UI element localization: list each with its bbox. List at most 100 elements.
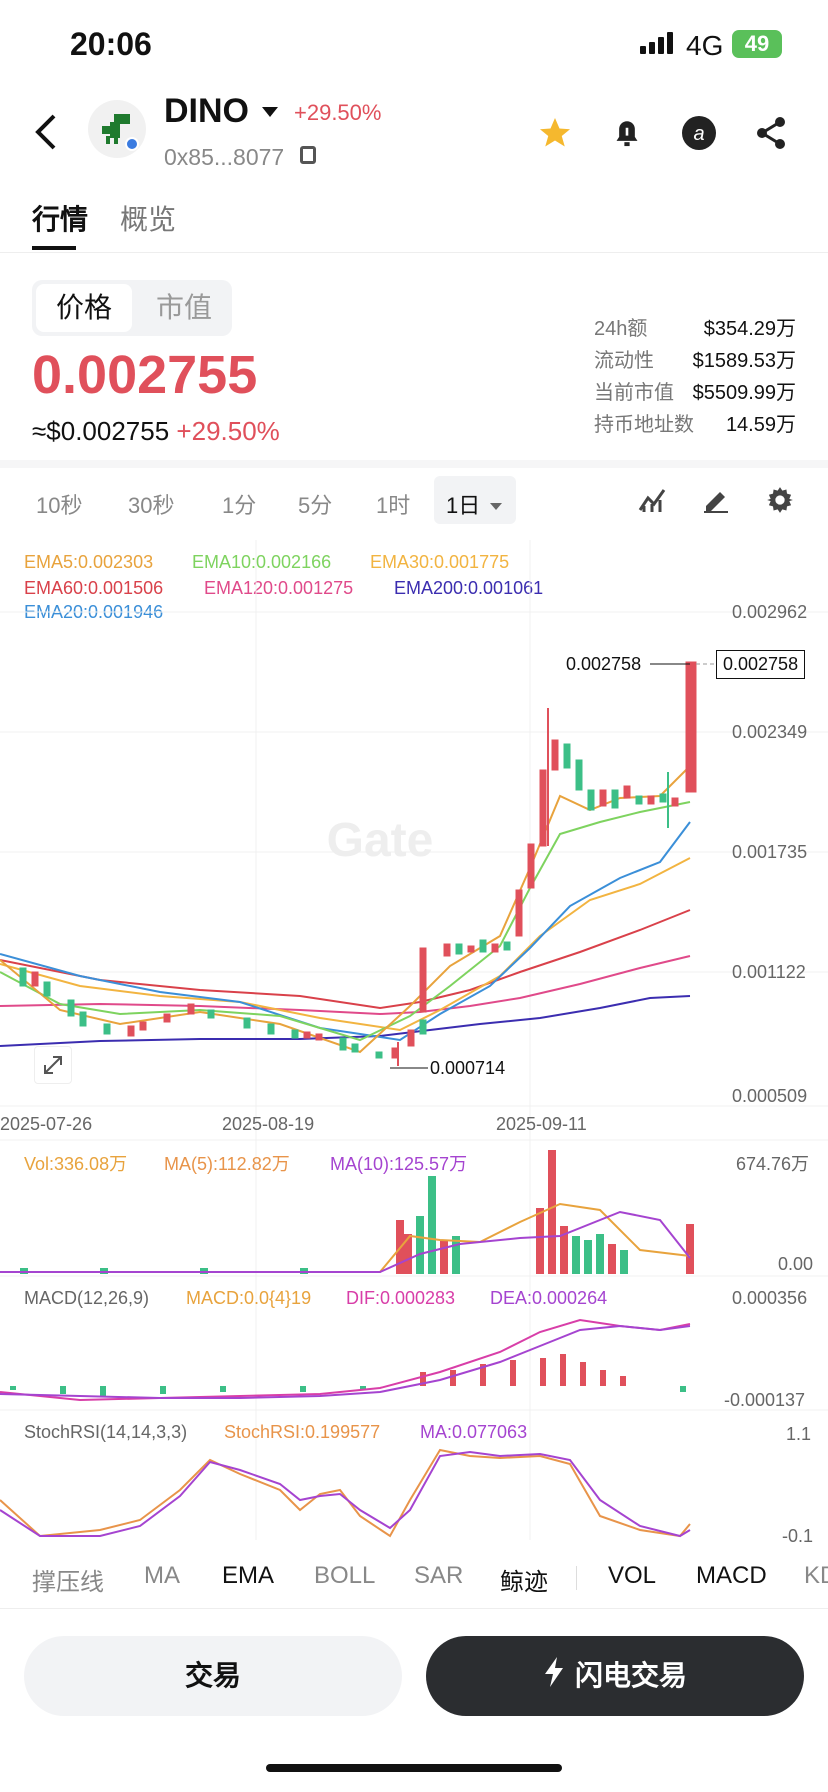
candles — [19, 661, 697, 1066]
share-icon[interactable] — [748, 110, 794, 156]
timeframe-30s[interactable]: 30秒 — [128, 493, 175, 518]
indicator-tab-whale[interactable]: 鲸迹 — [500, 1569, 548, 1596]
token-avatar — [88, 100, 146, 158]
indicator-tab-ma[interactable]: MA — [144, 1562, 180, 1589]
date-label: 2025-08-19 — [222, 1114, 315, 1134]
usd-change: +29.50% — [176, 416, 280, 446]
timeframe-1m[interactable]: 1分 — [222, 493, 257, 518]
macd-dif: DIF:0.000283 — [346, 1288, 456, 1308]
ema60-line — [0, 909, 691, 1010]
timeframe-1h[interactable]: 1时 — [376, 493, 411, 518]
divider — [0, 1608, 828, 1609]
indicator-tab-ema[interactable]: EMA — [222, 1562, 275, 1589]
gear-icon[interactable] — [766, 486, 794, 519]
stat-value-volume: $354.29万 — [703, 318, 796, 340]
stat-label-holders: 持币地址数 — [594, 414, 694, 436]
macd-histogram — [10, 1354, 686, 1396]
segment-mcap[interactable]: 市值 — [155, 292, 212, 323]
usd-value: ≈$0.002755 — [32, 416, 170, 446]
bell-icon[interactable] — [604, 110, 650, 156]
ema10-line — [0, 801, 691, 1042]
stochrsi-label: StochRSI(14,14,3,3) — [24, 1422, 188, 1442]
trade-button[interactable]: 交易 — [24, 1636, 402, 1716]
low-price-label: 0.000714 — [430, 1058, 506, 1078]
stochrsi-axis-bottom: -0.1 — [782, 1526, 814, 1546]
price-mcap-toggle[interactable]: 价格 市值 — [32, 280, 232, 336]
stat-value-liquidity: $1589.53万 — [692, 350, 796, 372]
battery-icon: 49 — [732, 30, 782, 58]
ema-label-200: EMA200:0.001061 — [394, 578, 544, 598]
volume-ma5-label: MA(5):112.82万 — [164, 1154, 290, 1174]
indicator-tab-sr[interactable]: 撑压线 — [32, 1569, 104, 1596]
timeframe-10s[interactable]: 10秒 — [36, 493, 83, 518]
ai-icon[interactable]: a — [676, 110, 722, 156]
ema-label-30: EMA30:0.001775 — [370, 552, 510, 572]
watermark: Gate — [327, 814, 434, 867]
status-time: 20:06 — [70, 26, 152, 62]
ema-label-60: EMA60:0.001506 — [24, 578, 164, 598]
ema5-line — [0, 765, 691, 1054]
macd-dea-line — [0, 1324, 691, 1399]
segment-price[interactable]: 价格 — [36, 284, 132, 332]
macd-axis-top: 0.000356 — [732, 1288, 808, 1308]
ema20-line — [0, 821, 691, 1042]
indicator-tab-macd[interactable]: MACD — [696, 1562, 767, 1589]
indicator-tab-vol[interactable]: VOL — [608, 1562, 657, 1589]
tab-underline — [32, 246, 76, 250]
timeframe-5m[interactable]: 5分 — [298, 493, 333, 518]
usd-price: ≈$0.002755 +29.50% — [32, 416, 280, 447]
draw-icon[interactable] — [702, 486, 730, 519]
stat-value-holders: 14.59万 — [725, 414, 796, 436]
date-label: 2025-09-11 — [496, 1114, 587, 1134]
svg-text:a: a — [693, 123, 704, 145]
price-axis-tick: 0.000509 — [732, 1086, 808, 1106]
price-chart[interactable]: Gate — [0, 540, 828, 1550]
price-axis-tick: 0.001122 — [732, 962, 806, 982]
high-price-label: 0.002758 — [566, 654, 642, 674]
volume-axis-min: 0.00 — [778, 1254, 814, 1274]
timeframe-1d[interactable]: 1日 — [446, 493, 481, 518]
chevron-down-icon[interactable] — [262, 106, 278, 124]
price-axis-tick: 0.002349 — [732, 722, 808, 742]
header-change: +29.50% — [294, 100, 382, 125]
macd-axis-bottom: -0.000137 — [724, 1390, 806, 1410]
ema120-line — [0, 955, 691, 1016]
ema200-line — [0, 995, 691, 1047]
lightning-icon — [543, 1638, 565, 1718]
timeframe-active-bg — [434, 476, 516, 524]
indicator-divider — [576, 1566, 577, 1590]
flash-trade-button[interactable]: 闪电交易 — [426, 1636, 804, 1716]
token-title[interactable]: DINO — [164, 92, 249, 130]
stochrsi-line — [0, 1448, 691, 1538]
indicator-tab-sar[interactable]: SAR — [414, 1562, 464, 1589]
volume-axis-max: 674.76万 — [736, 1154, 810, 1174]
network-label: 4G — [686, 30, 724, 61]
indicator-tab-boll[interactable]: BOLL — [314, 1562, 376, 1589]
expand-icon[interactable] — [34, 1046, 72, 1084]
divider — [0, 252, 828, 253]
section-gap — [0, 460, 828, 468]
current-price: 0.002755 — [32, 345, 258, 405]
vol-ma5-line — [0, 1202, 691, 1273]
chevron-down-icon[interactable] — [490, 498, 502, 516]
ema-label-120: EMA120:0.001275 — [204, 578, 354, 598]
indicator-tab-kd[interactable]: KD — [804, 1562, 828, 1589]
flash-trade-label: 闪电交易 — [574, 1660, 687, 1691]
tab-overview[interactable]: 概览 — [120, 204, 177, 235]
tab-market[interactable]: 行情 — [32, 204, 89, 235]
stochrsi-axis-top: 1.1 — [786, 1424, 812, 1444]
volume-ma10-label: MA(10):125.57万 — [330, 1154, 468, 1174]
macd-value: MACD:0.0{4}19 — [186, 1288, 312, 1308]
indicator-icon[interactable] — [638, 486, 666, 519]
price-axis-tick: 0.002962 — [732, 602, 808, 622]
stat-value-mcap: $5509.99万 — [692, 382, 796, 404]
back-icon[interactable] — [30, 112, 62, 152]
macd-label: MACD(12,26,9) — [24, 1288, 150, 1308]
ema-label-10: EMA10:0.002166 — [192, 552, 332, 572]
macd-dea: DEA:0.000264 — [490, 1288, 608, 1308]
ema-label-5: EMA5:0.002303 — [24, 552, 154, 572]
copy-icon[interactable] — [300, 146, 316, 164]
star-icon[interactable] — [532, 110, 578, 156]
stochrsi-ma: MA:0.077063 — [420, 1422, 528, 1442]
price-axis-tick: 0.001735 — [732, 842, 808, 862]
